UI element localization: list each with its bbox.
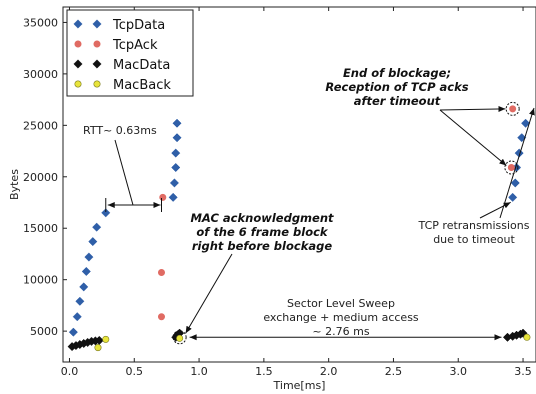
highlight-circle xyxy=(172,330,187,345)
sls-text: exchange + medium access xyxy=(263,311,419,324)
x-tick-label: 2.5 xyxy=(385,365,403,378)
macdata-legend-label: MacData xyxy=(113,58,170,73)
tcpack-point xyxy=(157,313,165,321)
y-axis-label: Bytes xyxy=(8,169,21,200)
legend-box xyxy=(66,9,194,97)
tcpdata-point xyxy=(172,118,182,128)
highlight-circle xyxy=(505,101,520,116)
macback-point xyxy=(102,335,110,343)
tcpack-point xyxy=(157,268,165,276)
tcpdata-point xyxy=(508,192,518,202)
retrans-arrow-2 xyxy=(499,107,535,219)
macback-point xyxy=(523,333,531,341)
end-blockage-arrow-2 xyxy=(439,109,507,166)
tcpdata-point xyxy=(521,118,531,128)
tcpdata-point xyxy=(79,282,89,292)
mac-ack-arrow xyxy=(185,253,233,334)
mac-ack-text: MAC acknowledgment xyxy=(190,211,334,225)
y-tick-label: 20000 xyxy=(23,171,58,184)
tcpack-point xyxy=(509,105,517,113)
tcpack-point xyxy=(507,164,515,172)
retrans-arrow-1 xyxy=(479,201,511,219)
tcpdata-point xyxy=(171,148,181,158)
tcpdata-point xyxy=(168,192,178,202)
tcpdata-point xyxy=(171,162,181,173)
highlight-circle xyxy=(504,160,519,175)
macdata-legend-marker xyxy=(73,59,83,69)
macback-point xyxy=(176,334,184,342)
x-tick-label: 2.0 xyxy=(320,365,338,378)
retrans-text: TCP retransmissions xyxy=(418,219,530,232)
tcpdata-point xyxy=(169,178,180,188)
macback-point xyxy=(94,344,102,352)
retrans-text: due to timeout xyxy=(433,233,515,246)
tcpack-legend-marker xyxy=(93,40,101,48)
x-tick-label: 1.5 xyxy=(255,365,273,378)
x-axis-label: Time[ms] xyxy=(273,379,326,392)
tcpdata-point xyxy=(88,237,98,247)
x-tick-label: 3.5 xyxy=(514,365,532,378)
tcpack-legend-marker xyxy=(74,40,82,48)
rtt-annotation: RTT~ 0.63ms xyxy=(83,124,157,137)
macback-legend-label: MacBack xyxy=(113,78,171,93)
tcpdata-point xyxy=(172,133,182,143)
end-blockage-text: Reception of TCP acks xyxy=(325,80,468,94)
tcpdata-point xyxy=(510,178,520,188)
x-tick-label: 0.5 xyxy=(126,365,144,378)
macback-legend-marker xyxy=(74,80,82,88)
tcpdata-point xyxy=(84,252,94,262)
x-tick-label: 1.0 xyxy=(190,365,208,378)
rtt-leader xyxy=(114,139,134,206)
tcpack-legend-label: TcpAck xyxy=(112,38,158,53)
tcpdata-point xyxy=(92,222,102,232)
tcpdata-point xyxy=(75,296,85,306)
y-tick-label: 15000 xyxy=(23,222,58,235)
tcpdata-point xyxy=(72,312,82,322)
macback-legend-marker xyxy=(93,80,101,88)
tcpdata-point xyxy=(81,266,91,277)
tcpdata-point xyxy=(517,133,527,143)
tcpdata-legend-marker xyxy=(92,19,102,29)
y-tick-label: 25000 xyxy=(23,119,58,132)
y-tick-label: 10000 xyxy=(23,274,58,287)
macdata-point xyxy=(518,328,528,338)
plot-frame xyxy=(62,6,536,363)
mac-ack-text: of the 6 frame block xyxy=(196,225,329,239)
sls-text: ~ 2.76 ms xyxy=(312,325,369,338)
tcpack-point xyxy=(159,193,167,201)
end-blockage-arrow-1 xyxy=(439,105,506,112)
y-tick-label: 5000 xyxy=(30,325,58,338)
end-blockage-text: End of blockage; xyxy=(343,66,451,80)
end-blockage-text: after timeout xyxy=(354,94,441,108)
tcpdata-legend-label: TcpData xyxy=(112,18,165,33)
y-tick-label: 30000 xyxy=(23,68,58,81)
x-tick-label: 0.0 xyxy=(61,365,79,378)
y-tick-label: 35000 xyxy=(23,16,58,29)
x-tick-label: 3.0 xyxy=(449,365,467,378)
tcpdata-point xyxy=(68,327,78,337)
macdata-legend-marker xyxy=(92,59,102,69)
sls-text: Sector Level Sweep xyxy=(287,297,395,310)
tcpdata-point xyxy=(101,208,111,218)
tcpdata-legend-marker xyxy=(73,19,83,29)
mac-ack-text: right before blockage xyxy=(192,239,332,253)
